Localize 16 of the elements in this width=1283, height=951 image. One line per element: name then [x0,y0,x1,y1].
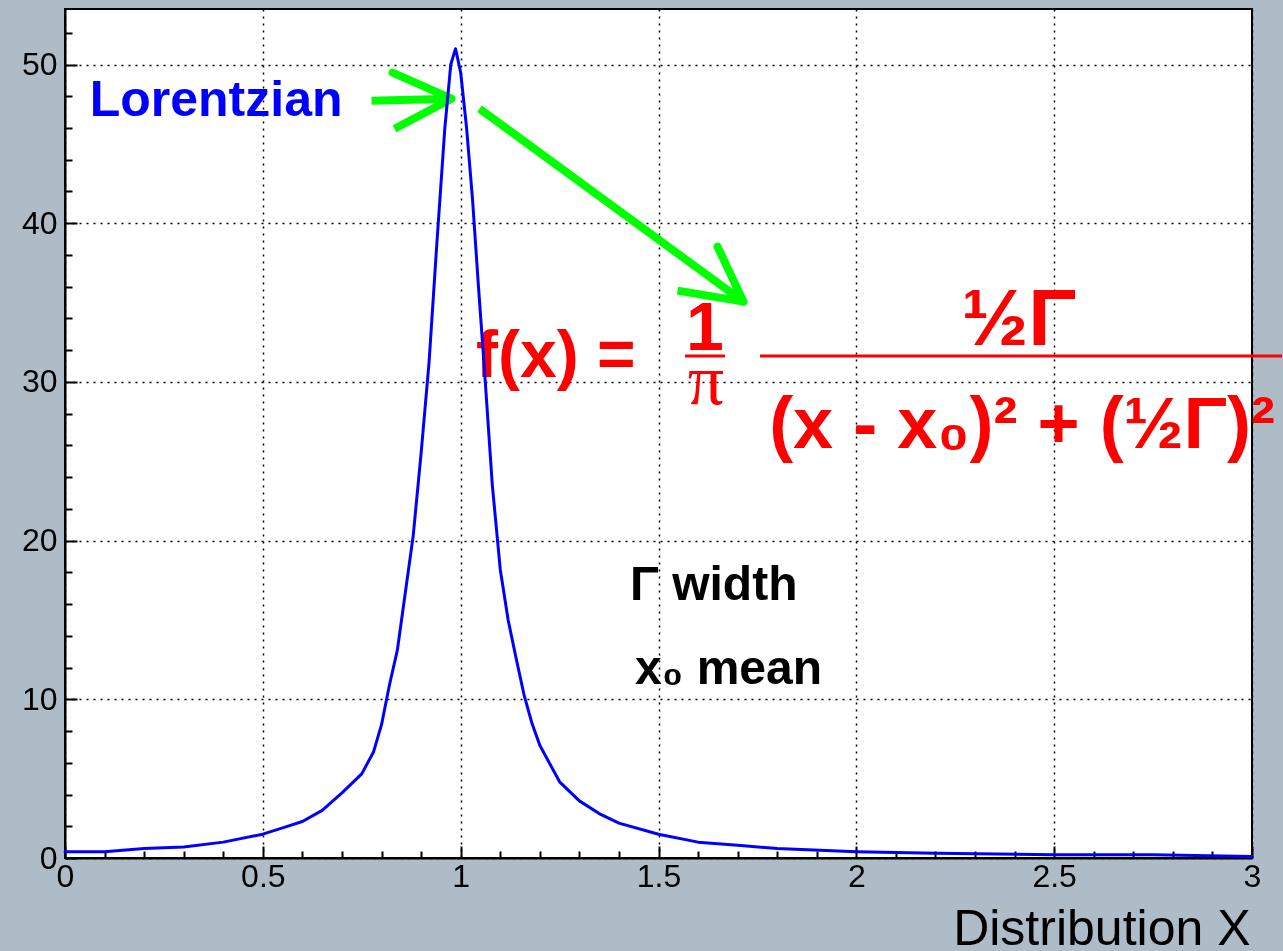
y-tick-label: 40 [21,204,58,241]
x-tick-label: 2.5 [1032,857,1077,894]
x-tick-label: 2 [847,857,866,894]
x-tick-label: 3 [1243,857,1262,894]
text: Lorentzian [89,70,343,127]
y-tick-label: 20 [21,522,58,559]
annotation: ½Γ [961,273,1077,362]
y-tick-label: 30 [21,363,58,400]
annotation: x₀ mean [635,641,823,694]
annotation: Γ width [630,557,798,610]
x-tick-label: 1.5 [636,857,682,894]
x-axis-title: Distribution X [953,899,1251,951]
x-tick-label: 1 [452,857,471,894]
x-tick-label: 0.5 [241,857,286,894]
y-tick-label: 50 [21,46,58,83]
y-tick-label: 10 [21,680,58,717]
